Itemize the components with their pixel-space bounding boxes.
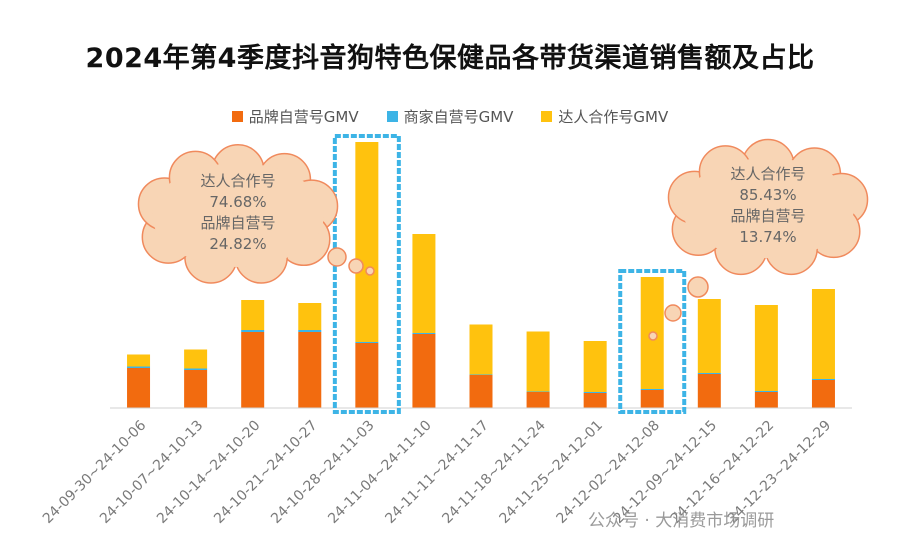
bar-influencer-2[interactable]: [241, 300, 265, 330]
highlight-box-1: [618, 269, 687, 414]
bar-influencer-10[interactable]: [697, 299, 721, 373]
legend-item-merchant[interactable]: 商家自营号GMV: [386, 106, 514, 127]
callout-text-0-2: 品牌自营号: [200, 214, 275, 232]
bar-merchant-4[interactable]: [355, 342, 379, 343]
x-tick-label-2: 24-10-14~24-10-20: [154, 418, 263, 527]
legend-label-merchant: 商家自营号GMV: [403, 108, 514, 126]
bar-brand-12[interactable]: [811, 380, 835, 408]
bar-merchant-5[interactable]: [412, 333, 436, 334]
callout-cloud-body-0: [152, 163, 324, 267]
bar-merchant-9[interactable]: [640, 389, 664, 390]
bar-influencer-6[interactable]: [469, 324, 493, 375]
bar-merchant-10[interactable]: [697, 373, 721, 374]
callout-tail-dot-0-2: [365, 266, 375, 276]
bar-merchant-11[interactable]: [754, 391, 778, 392]
bar-merchant-8[interactable]: [583, 392, 607, 393]
x-tick-label-3: 24-10-21~24-10-27: [211, 418, 320, 527]
bar-influencer-1[interactable]: [184, 349, 208, 369]
bar-influencer-7[interactable]: [526, 331, 550, 392]
bar-influencer-11[interactable]: [754, 305, 778, 391]
bar-influencer-8[interactable]: [583, 341, 607, 392]
bar-influencer-3[interactable]: [298, 303, 322, 330]
bar-brand-10[interactable]: [697, 374, 721, 408]
bar-influencer-5[interactable]: [412, 234, 436, 333]
callout-cloud-body-1: [682, 158, 854, 258]
bar-brand-7[interactable]: [526, 392, 550, 408]
bar-brand-4[interactable]: [355, 343, 379, 408]
bar-influencer-4[interactable]: [355, 142, 379, 342]
callout-text-1-1: 85.43%: [739, 186, 796, 204]
bar-brand-1[interactable]: [184, 370, 208, 408]
callout-text-1-3: 13.74%: [739, 228, 796, 246]
legend-swatch-influencer: [541, 111, 553, 122]
legend-swatch-brand: [231, 111, 243, 122]
legend: 品牌自营号GMV 商家自营号GMV 达人合作号GMV: [0, 106, 900, 127]
legend-label-brand: 品牌自营号GMV: [248, 108, 359, 126]
callout-text-1-0: 达人合作号: [730, 165, 805, 183]
callout-tail-dot-0-1: [348, 258, 364, 274]
bar-brand-2[interactable]: [241, 332, 265, 408]
x-tick-label-1: 24-10-07~24-10-13: [97, 418, 206, 527]
x-tick-label-5: 24-11-04~24-11-10: [325, 418, 434, 527]
x-tick-label-4: 24-10-28~24-11-03: [268, 418, 377, 527]
callout-tail-dot-1-0: [687, 276, 709, 298]
legend-label-influencer: 达人合作号GMV: [558, 108, 669, 126]
bar-brand-3[interactable]: [298, 332, 322, 408]
callout-tail-dot-1-2: [648, 331, 658, 341]
bar-brand-5[interactable]: [412, 334, 436, 408]
bar-merchant-0[interactable]: [127, 366, 151, 369]
bar-merchant-12[interactable]: [811, 379, 835, 380]
watermark-text: 公众号 · 大消费市场调研: [588, 511, 775, 531]
legend-item-influencer[interactable]: 达人合作号GMV: [541, 106, 668, 127]
highlight-box-0: [332, 134, 401, 414]
callout-text-0-3: 24.82%: [209, 235, 266, 253]
x-tick-label-0: 24-09-30~24-10-06: [40, 417, 150, 527]
bar-brand-6[interactable]: [469, 375, 493, 408]
bar-merchant-1[interactable]: [184, 368, 208, 371]
bar-merchant-6[interactable]: [469, 374, 493, 376]
callout-text-1-2: 品牌自营号: [730, 207, 805, 225]
callout-tail-dot-0-0: [327, 247, 347, 267]
bar-merchant-7[interactable]: [526, 391, 550, 393]
bar-influencer-12[interactable]: [811, 289, 835, 379]
legend-item-brand[interactable]: 品牌自营号GMV: [231, 106, 359, 127]
bar-merchant-2[interactable]: [241, 330, 265, 332]
bar-brand-9[interactable]: [640, 390, 664, 408]
callout-text-0-1: 74.68%: [209, 193, 266, 211]
bar-merchant-3[interactable]: [298, 330, 322, 332]
x-tick-label-6: 24-11-11~24-11-17: [382, 418, 491, 527]
legend-swatch-merchant: [386, 111, 398, 122]
bar-brand-11[interactable]: [754, 392, 778, 408]
callout-text-0-0: 达人合作号: [200, 172, 275, 190]
bar-brand-0[interactable]: [127, 368, 151, 408]
chart-title: 2024年第4季度抖音狗特色保健品各带货渠道销售额及占比: [85, 43, 815, 74]
x-tick-label-7: 24-11-18~24-11-24: [439, 417, 549, 527]
callout-tail-dot-1-1: [664, 304, 682, 322]
bar-influencer-0[interactable]: [127, 354, 151, 367]
bar-brand-8[interactable]: [583, 393, 607, 408]
